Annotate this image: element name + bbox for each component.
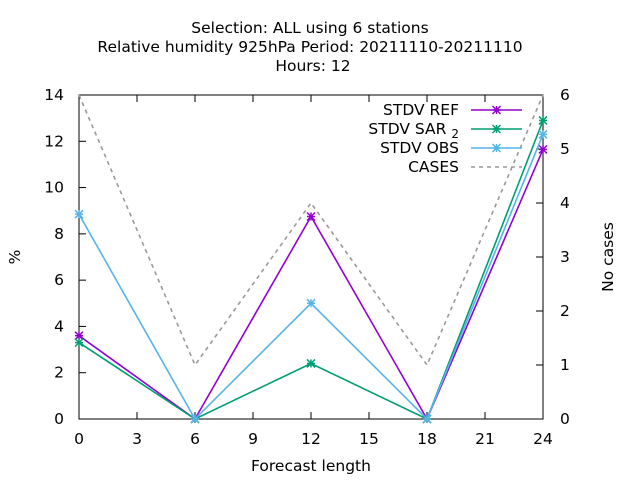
x-tick-label: 12 <box>301 430 321 448</box>
series-line-cases <box>78 94 544 367</box>
data-point-stdv-sar-2 <box>74 338 84 348</box>
chart-title-line-2: Relative humidity 925hPa Period: 2021111… <box>97 38 522 56</box>
y-tick-label: 8 <box>54 225 64 243</box>
series-line-stdv-sar-2 <box>78 120 544 421</box>
legend-label-stdv-obs: STDV OBS <box>380 139 459 157</box>
x-tick-label: 9 <box>248 430 258 448</box>
chart-title-line-3: Hours: 12 <box>275 57 350 75</box>
chart-title-line-1: Selection: ALL using 6 stations <box>191 19 428 37</box>
series-line-stdv-obs <box>78 133 544 421</box>
series-line-stdv-ref <box>78 149 544 421</box>
x-axis-label: Forecast length <box>251 457 371 475</box>
data-point-stdv-obs <box>190 414 200 424</box>
y-tick-label: 0 <box>54 410 64 428</box>
x-tick-label: 15 <box>359 430 379 448</box>
y2-tick-label: 5 <box>560 140 570 158</box>
y2-tick-label: 2 <box>560 302 570 320</box>
y-axis-label: % <box>6 250 24 265</box>
y-tick-label: 14 <box>44 86 64 104</box>
y-tick-label: 12 <box>44 132 64 150</box>
y2-tick-label: 1 <box>560 356 570 374</box>
legend-label-cases: CASES <box>408 158 459 176</box>
legend-marker-stdv-obs <box>491 143 502 153</box>
y-tick-label: 10 <box>44 179 64 197</box>
y-tick-label: 6 <box>54 271 64 289</box>
legend-marker-stdv-sar-2 <box>491 124 502 134</box>
y2-tick-label: 6 <box>560 86 570 104</box>
data-point-stdv-ref <box>74 331 84 341</box>
x-tick-label: 18 <box>417 430 437 448</box>
x-tick-label: 24 <box>533 430 553 448</box>
series-layer <box>74 94 548 424</box>
data-point-stdv-obs <box>306 298 316 308</box>
y2-axis-label: No cases <box>599 222 617 292</box>
x-tick-label: 21 <box>475 430 495 448</box>
x-tick-label: 3 <box>132 430 142 448</box>
y-tick-label: 4 <box>54 317 64 335</box>
data-point-stdv-ref <box>538 144 548 154</box>
legend-label-stdv-sar-2: STDV SAR 2 <box>368 120 459 141</box>
data-point-stdv-obs <box>538 129 548 139</box>
data-point-stdv-sar-2 <box>538 115 548 125</box>
y-tick-label: 2 <box>54 364 64 382</box>
legend-marker-stdv-ref <box>491 105 502 115</box>
legend-label-stdv-ref: STDV REF <box>383 101 459 119</box>
x-tick-label: 6 <box>190 430 200 448</box>
x-tick-label: 0 <box>74 430 84 448</box>
data-point-stdv-obs <box>422 414 432 424</box>
y2-tick-label: 0 <box>560 410 570 428</box>
y2-tick-label: 3 <box>560 248 570 266</box>
data-point-stdv-obs <box>74 209 84 219</box>
y2-tick-label: 4 <box>560 194 570 212</box>
data-point-stdv-ref <box>306 211 316 222</box>
data-point-stdv-sar-2 <box>306 358 316 368</box>
